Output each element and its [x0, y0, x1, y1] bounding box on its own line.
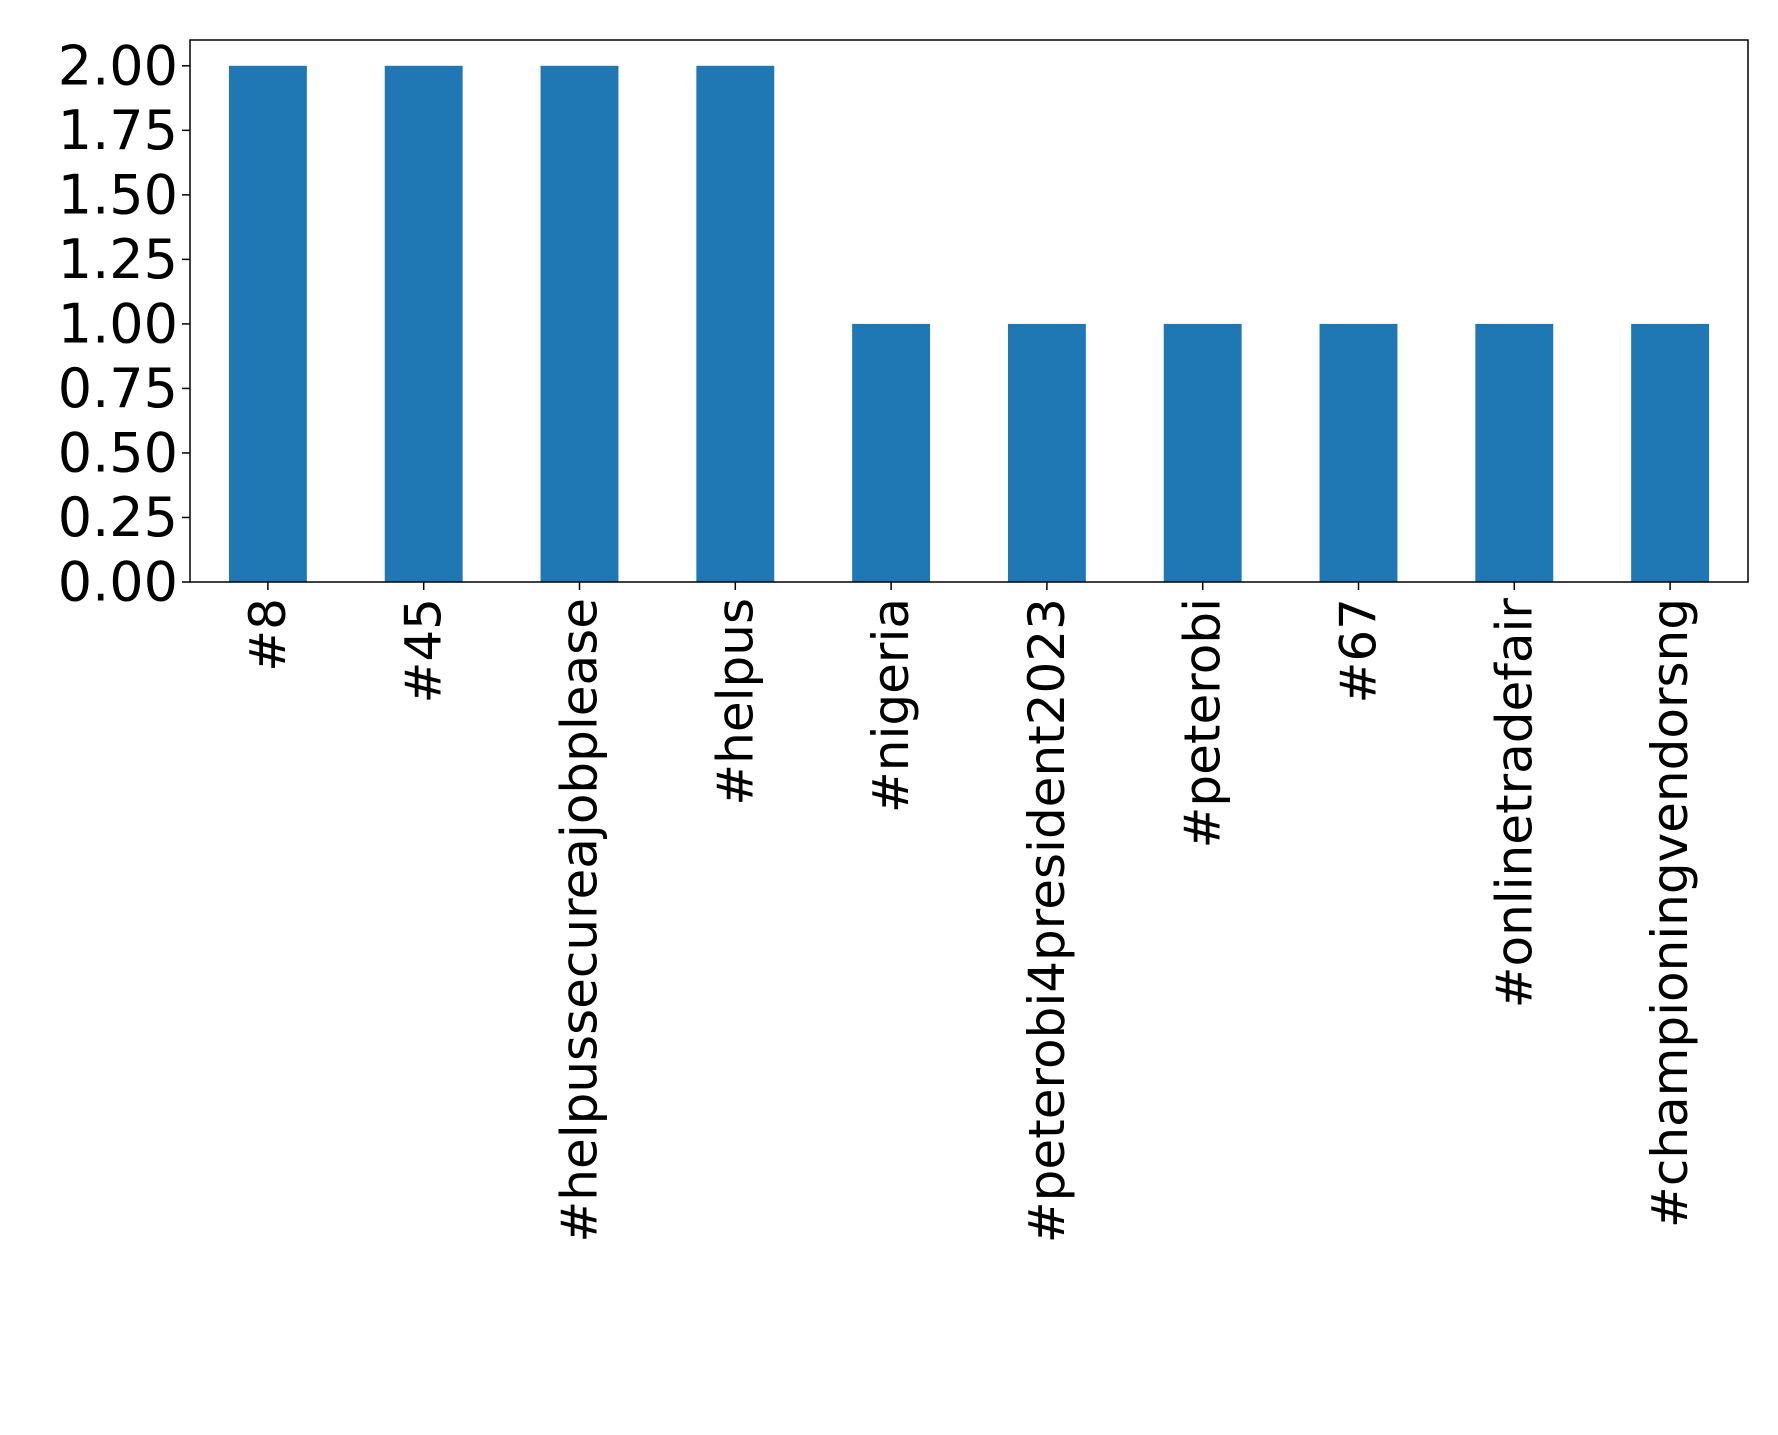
y-tick-label: 1.25	[58, 228, 178, 291]
bar	[1631, 323, 1710, 582]
bar	[1319, 323, 1398, 582]
y-axis: 0.000.250.500.751.001.251.501.752.00	[58, 34, 190, 614]
y-tick-label: 2.00	[58, 34, 178, 97]
bar	[540, 65, 619, 583]
bar	[852, 323, 931, 582]
x-tick-label: #8	[239, 598, 297, 672]
bar	[228, 65, 307, 583]
x-tick-label: #nigeria	[862, 598, 920, 813]
bars-layer	[228, 65, 1710, 583]
plot-frame	[189, 39, 1749, 583]
y-tick-label: 0.25	[58, 486, 178, 549]
x-tick-label: #45	[395, 598, 453, 704]
bar	[1163, 323, 1242, 582]
x-tick-label: #championingvendorsng	[1641, 598, 1699, 1228]
bar	[1007, 323, 1086, 582]
x-tick-label: #67	[1330, 598, 1388, 704]
y-tick-label: 0.00	[58, 551, 178, 614]
y-tick-label: 1.00	[58, 292, 178, 355]
x-tick-label: #onlinetradefair	[1485, 598, 1543, 1009]
bar	[384, 65, 463, 583]
x-tick-label: #helpussecureajobplease	[551, 598, 609, 1243]
x-tick-label: #peterobi4president2023	[1018, 598, 1076, 1243]
x-tick-label: #helpus	[706, 598, 764, 806]
x-tick-label: #peterobi	[1174, 598, 1232, 848]
y-tick-label: 0.50	[58, 421, 178, 484]
y-tick-label: 1.75	[58, 99, 178, 162]
y-tick-label: 0.75	[58, 357, 178, 420]
x-axis: #8 #45 #helpussecureajobplease #helpus #nige…	[239, 582, 1699, 1243]
y-tick-label: 1.50	[58, 163, 178, 226]
bar	[696, 65, 775, 583]
bar	[1475, 323, 1554, 582]
